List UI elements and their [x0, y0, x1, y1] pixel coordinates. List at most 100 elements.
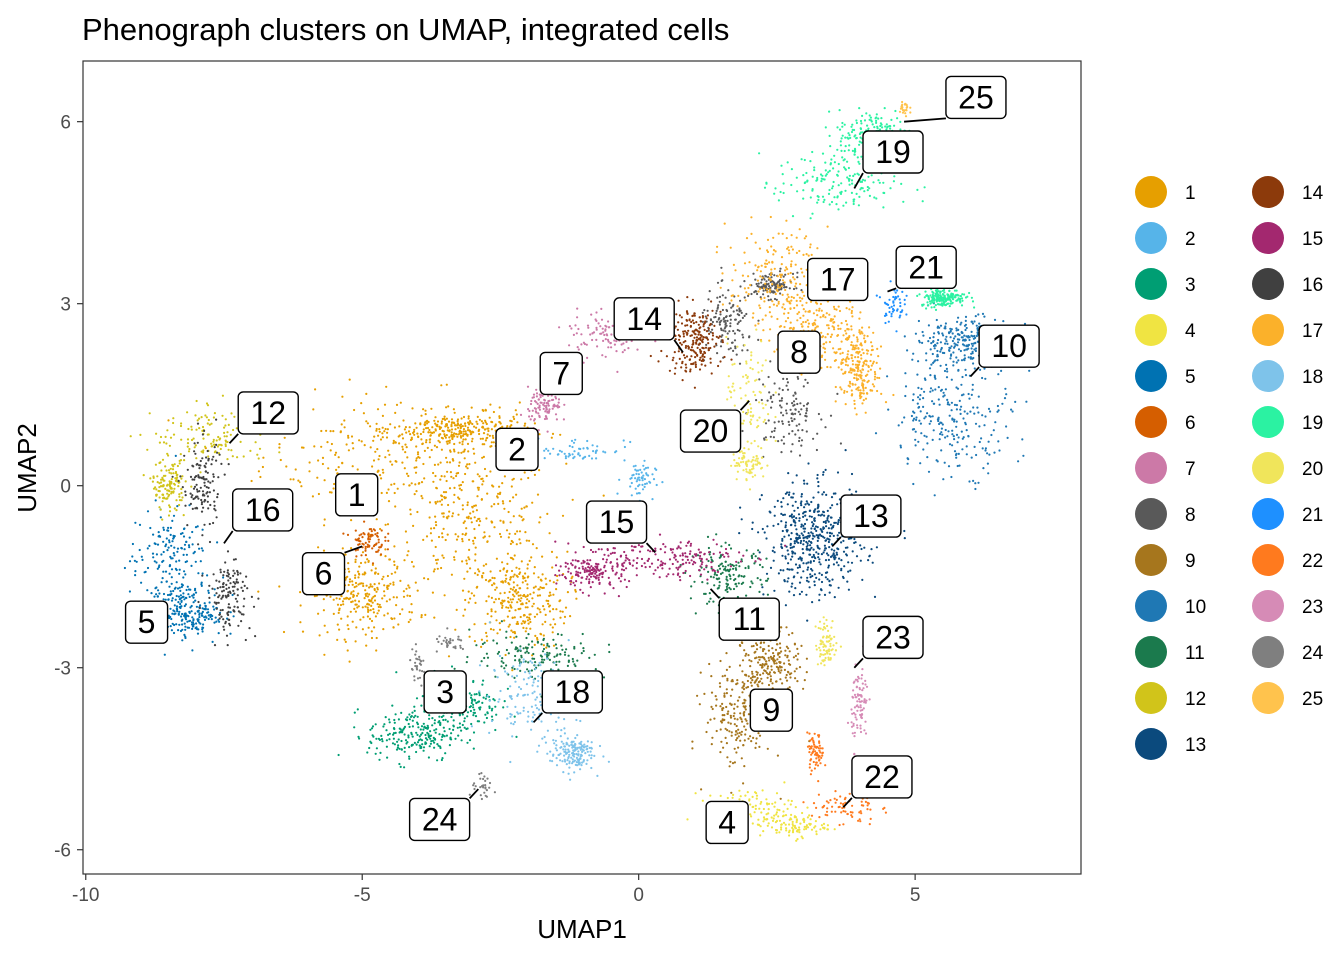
point	[393, 617, 396, 620]
point	[764, 436, 768, 439]
point	[948, 414, 951, 417]
point	[952, 360, 955, 363]
point	[175, 607, 178, 610]
point	[486, 540, 489, 544]
point	[778, 642, 782, 645]
point	[735, 309, 739, 312]
point	[445, 417, 448, 420]
point	[763, 285, 767, 288]
point	[485, 635, 488, 638]
point	[829, 523, 833, 526]
point	[445, 456, 448, 459]
point	[177, 612, 180, 615]
point	[299, 604, 302, 607]
point	[358, 534, 361, 537]
point	[755, 742, 758, 745]
point	[798, 436, 801, 439]
point	[984, 415, 987, 418]
point	[168, 585, 171, 588]
point	[511, 631, 515, 634]
point	[770, 276, 773, 279]
point	[166, 452, 169, 455]
point	[765, 798, 768, 801]
point	[609, 341, 612, 345]
point	[466, 655, 469, 659]
point	[357, 600, 361, 603]
point	[441, 554, 444, 557]
point	[402, 595, 406, 598]
point	[823, 549, 826, 552]
point	[537, 429, 540, 432]
point	[758, 807, 761, 810]
point	[499, 491, 502, 494]
point	[567, 455, 570, 458]
point	[397, 744, 400, 747]
point	[453, 558, 456, 561]
point	[635, 469, 638, 472]
point	[388, 558, 391, 561]
point	[561, 610, 564, 613]
point	[782, 814, 785, 817]
point	[454, 428, 457, 431]
point	[782, 821, 786, 825]
point	[721, 334, 724, 337]
point	[582, 341, 586, 344]
point	[722, 707, 725, 710]
point	[362, 412, 365, 415]
point	[493, 503, 496, 506]
point	[194, 560, 197, 563]
point	[600, 307, 603, 310]
point	[962, 338, 965, 341]
point	[183, 622, 186, 625]
point	[762, 672, 765, 675]
point	[415, 750, 418, 754]
point	[501, 561, 504, 564]
point	[256, 453, 259, 456]
point	[157, 489, 160, 493]
point	[791, 419, 794, 422]
point	[188, 611, 191, 615]
point	[740, 575, 743, 578]
point	[822, 551, 825, 554]
point	[323, 653, 326, 656]
point	[340, 595, 343, 598]
point	[761, 566, 764, 569]
point	[712, 600, 715, 603]
point	[401, 433, 404, 436]
point	[417, 435, 420, 439]
point	[733, 579, 736, 582]
point	[729, 760, 732, 763]
point	[567, 659, 571, 662]
point	[932, 340, 935, 343]
point	[198, 612, 201, 615]
point	[368, 540, 371, 543]
point	[416, 432, 419, 435]
point	[428, 516, 431, 519]
point	[762, 289, 765, 292]
point	[507, 625, 510, 628]
point	[757, 685, 760, 688]
point	[833, 549, 836, 552]
point	[938, 422, 941, 426]
point	[780, 399, 783, 402]
point	[374, 450, 377, 453]
point	[535, 395, 539, 398]
point	[753, 811, 756, 814]
point	[805, 657, 809, 660]
point	[485, 474, 488, 478]
point	[911, 399, 915, 402]
point	[398, 442, 401, 445]
point	[719, 313, 722, 316]
point	[744, 566, 747, 570]
point	[513, 554, 516, 557]
point	[974, 347, 978, 350]
point	[540, 394, 543, 397]
point	[497, 597, 501, 601]
point	[156, 567, 159, 570]
point	[788, 568, 791, 571]
point	[848, 488, 851, 491]
point	[785, 286, 788, 289]
point	[372, 528, 375, 531]
point	[602, 450, 605, 453]
point	[346, 649, 349, 652]
